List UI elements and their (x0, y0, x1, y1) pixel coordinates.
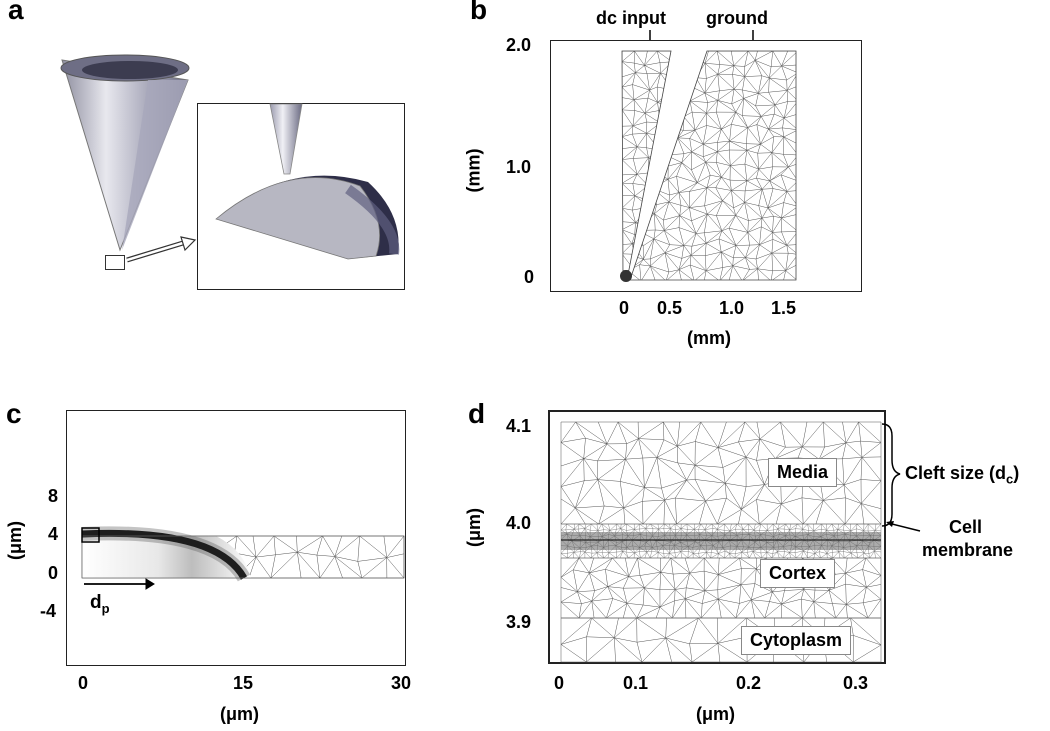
b-xtick-05: 0.5 (657, 298, 683, 318)
b-xtick-15: 1.5 (771, 298, 797, 318)
b-ytick-2: 2.0 (506, 35, 532, 55)
pipette-cone-illustration (60, 54, 190, 252)
mesh-refinement-spot (620, 270, 632, 282)
b-xtick-0: 0 (619, 298, 630, 318)
cleft-size-label: Cleft size (dc) (905, 463, 1020, 487)
dc-input-label: dc input (596, 8, 666, 28)
mesh-d (560, 421, 882, 663)
c-ytick-neg4: -4 (40, 601, 57, 621)
ground-mesh-lines (630, 51, 796, 280)
d-ytick-41: 4.1 (506, 416, 532, 436)
zoom-region-marker (81, 527, 100, 543)
cell-dome-illustration (215, 103, 400, 260)
b-ylabel: (mm) (463, 148, 484, 193)
panel-c-letter: c (6, 398, 22, 429)
cortex-mesh-lines (560, 557, 882, 619)
d-ytick-40: 4.0 (506, 513, 532, 533)
d-xtick-03: 0.3 (843, 673, 869, 693)
b-xlabel: (mm) (687, 328, 731, 348)
dp-label: dp (90, 592, 110, 616)
d-xtick-01: 0.1 (623, 673, 649, 693)
media-mesh-lines (560, 421, 882, 525)
c-ytick-0: 0 (48, 563, 59, 583)
cell-membrane-band (561, 532, 881, 550)
panel-b-letter: b (470, 0, 488, 25)
c-xlabel: (μm) (220, 704, 260, 724)
cell-membrane-label-line2: membrane (922, 540, 1014, 560)
b-xtick-10: 1.0 (719, 298, 745, 318)
mesh-c (81, 526, 405, 590)
domain-outline (81, 535, 405, 579)
mesh-b (620, 50, 797, 282)
ground-mesh (630, 51, 796, 280)
membrane-curve (81, 529, 248, 580)
c-ytick-8: 8 (48, 486, 59, 506)
panel-d-letter: d (468, 398, 486, 429)
ground-label: ground (706, 8, 768, 28)
c-ylabel: (μm) (5, 520, 26, 561)
c-ytick-4: 4 (48, 524, 59, 544)
membrane-pointer (886, 521, 921, 532)
cleft-brace (881, 423, 901, 527)
dp-arrow-head (145, 578, 155, 590)
zoom-inset-frame (197, 103, 405, 290)
cytoplasm-region-label: Cytoplasm (741, 626, 852, 655)
d-ytick-39: 3.9 (506, 612, 532, 632)
cell-membrane-label-line1: Cell (949, 517, 983, 537)
panel-a-letter: a (8, 0, 24, 25)
ground-outline (629, 50, 797, 281)
c-xtick-0: 0 (78, 673, 89, 693)
media-region-label: Media (768, 458, 838, 487)
c-xtick-30: 30 (391, 673, 412, 693)
c-xtick-15: 15 (233, 673, 254, 693)
d-xtick-0: 0 (554, 673, 565, 693)
d-xlabel: (μm) (696, 704, 736, 724)
d-xtick-02: 0.2 (736, 673, 762, 693)
b-ytick-1: 1.0 (506, 157, 532, 177)
zoom-region-box (105, 255, 125, 270)
cortex-region-label: Cortex (760, 559, 836, 588)
b-ytick-0: 0 (524, 267, 535, 287)
membrane-halo (81, 526, 251, 582)
zoom-arrow (126, 236, 197, 263)
d-ylabel: (μm) (464, 507, 485, 548)
